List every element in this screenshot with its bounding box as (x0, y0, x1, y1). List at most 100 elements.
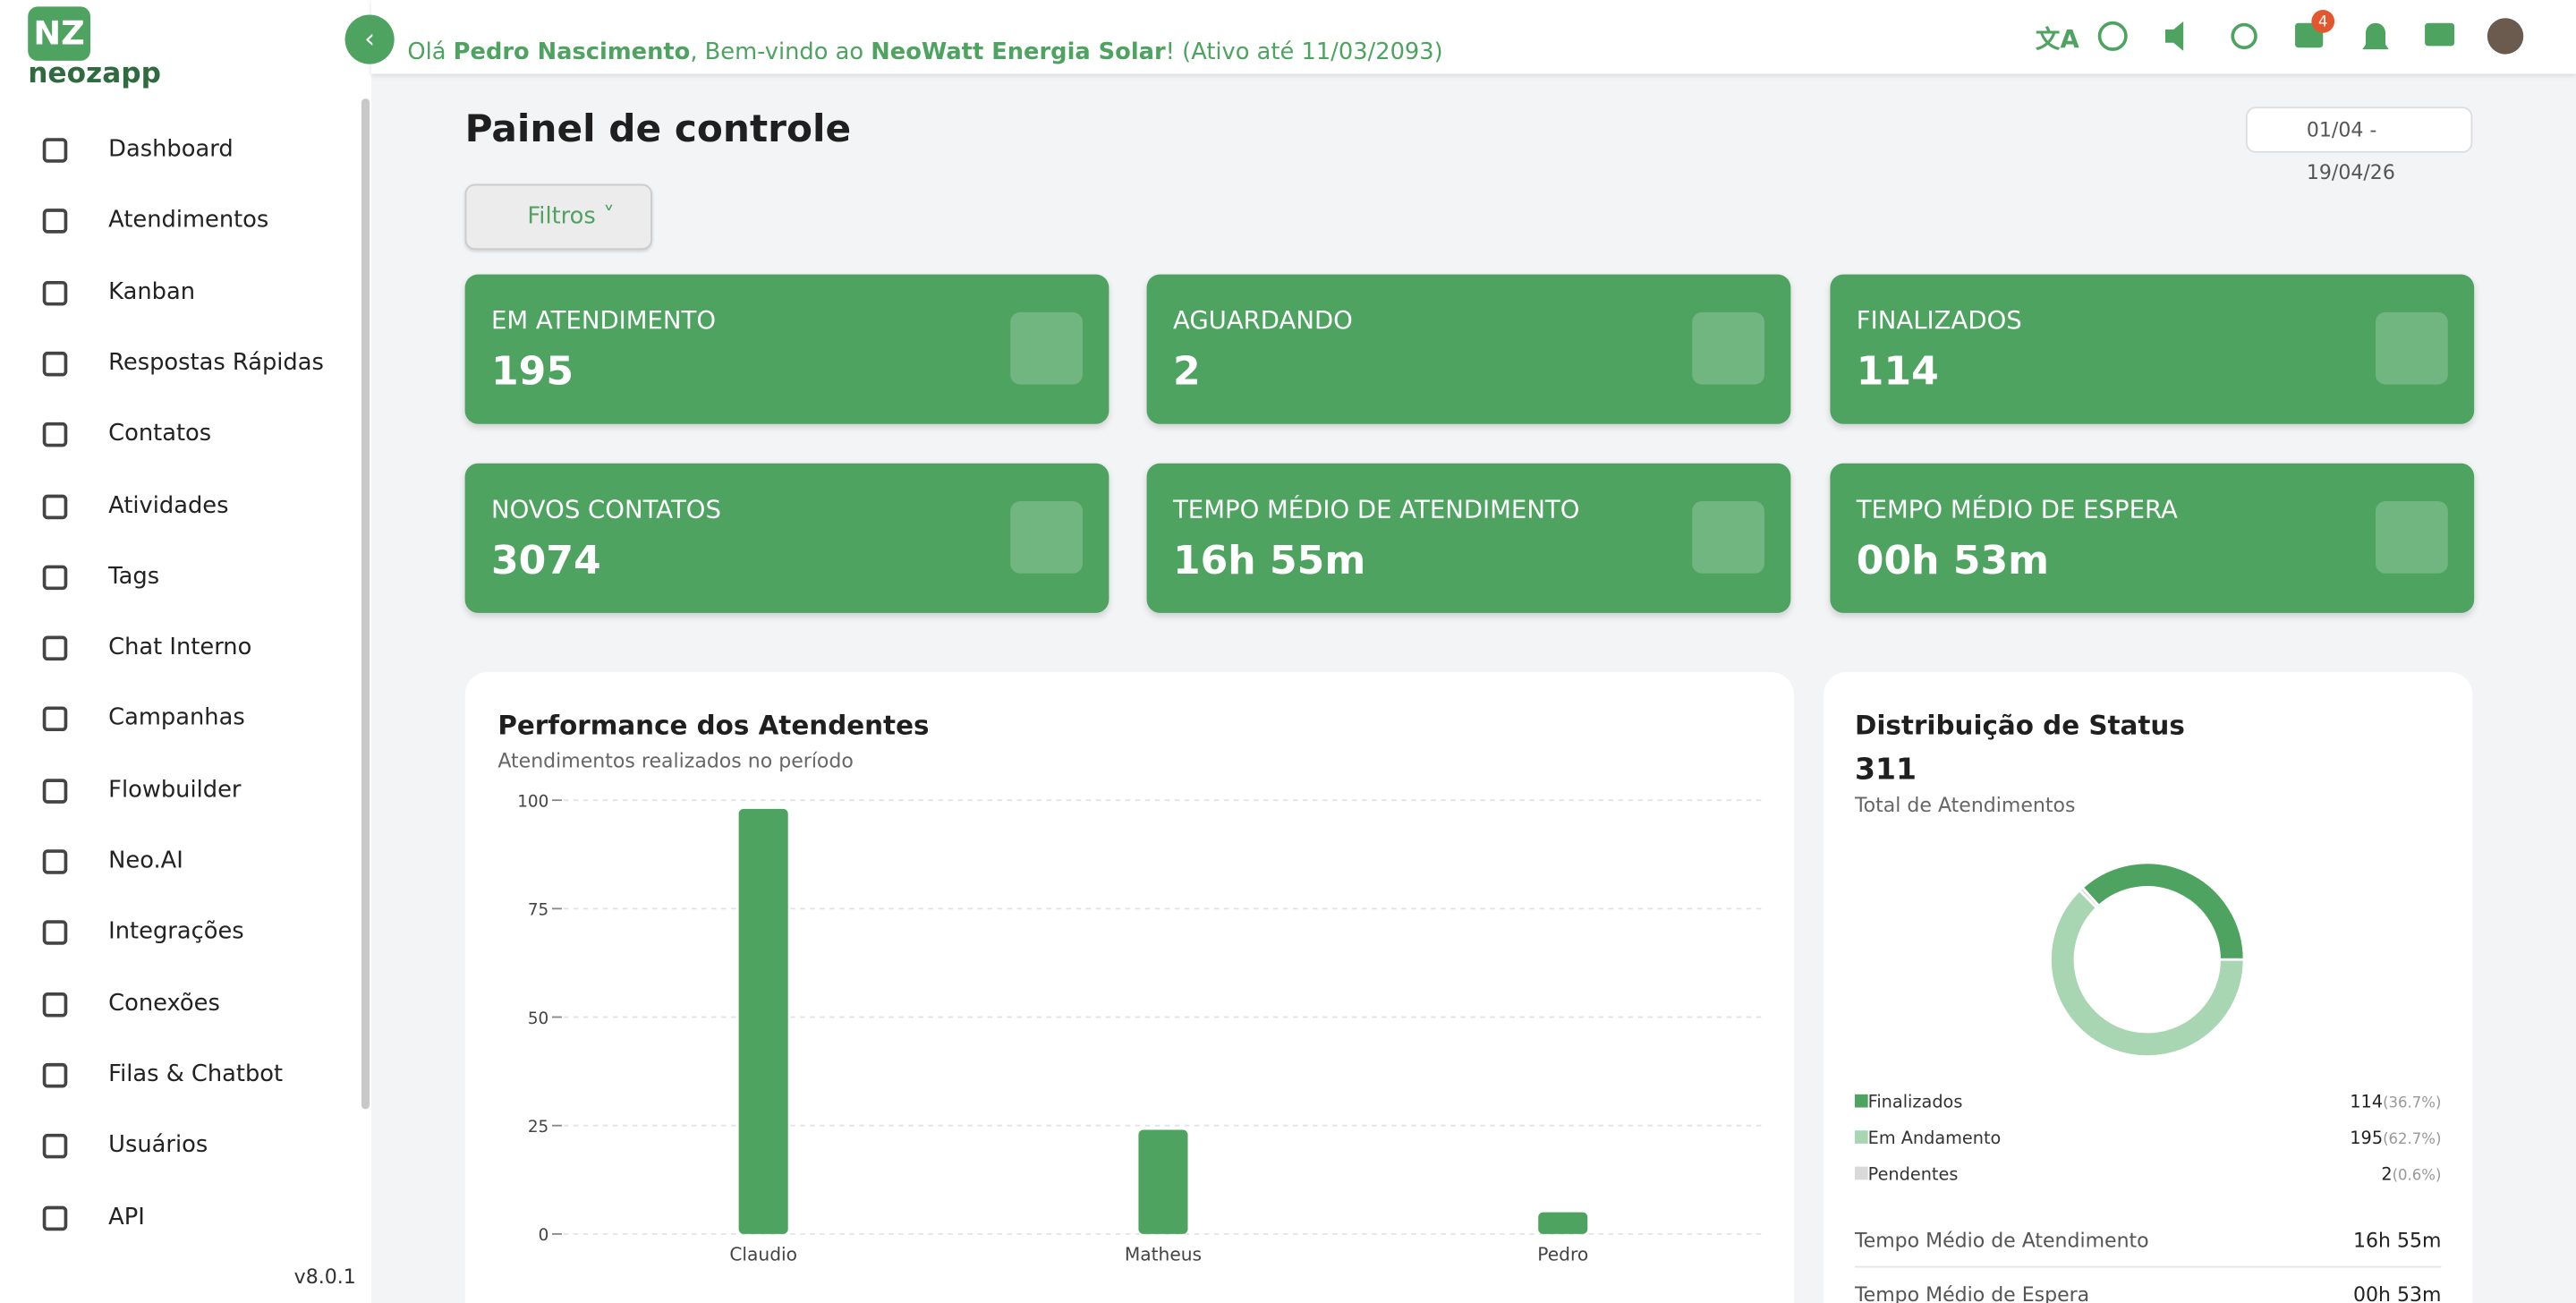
menu-item[interactable]: Usuários (108, 1132, 208, 1159)
card-icon (1010, 311, 1083, 385)
card-value: 16h 55m (1172, 537, 1366, 583)
card-icon (1692, 311, 1764, 385)
legend-swatch (1854, 1130, 1868, 1144)
donut-segment (2049, 888, 2246, 1058)
y-tick-label: 0 (539, 1226, 549, 1245)
status-total: 311 (1854, 752, 1917, 788)
status-total-label: Total de Atendimentos (1854, 793, 2076, 817)
legend-count: 114 (2350, 1092, 2383, 1112)
card-value: 195 (490, 348, 574, 395)
y-tick-label: 75 (528, 901, 548, 920)
stat-card: NOVOS CONTATOS 3074 (464, 463, 1109, 613)
menu-icon (42, 351, 68, 377)
menu-item[interactable]: Conexões (108, 990, 220, 1017)
header: Olá Pedro Nascimento, Bem-vindo ao NeoWa… (370, 0, 2576, 74)
menu-item[interactable]: Dashboard (108, 136, 234, 163)
greeting-mid: , Bem-vindo ao (690, 39, 864, 66)
menu-item[interactable]: Chat Interno (108, 634, 252, 661)
header-icons: 文A 4 (2036, 10, 2524, 55)
legend-share: (0.6%) (2393, 1166, 2442, 1183)
legend-value: 114(36.7%) (2350, 1092, 2441, 1112)
menu-item[interactable]: Filas & Chatbot (108, 1060, 284, 1088)
menu-item[interactable]: Campanhas (108, 705, 245, 732)
menu-item[interactable]: Respostas Rápidas (108, 349, 324, 377)
greeting-suffix: ! (Ativo até 11/03/2093) (1165, 39, 1443, 66)
card-label: TEMPO MÉDIO DE ESPERA (1856, 494, 2178, 524)
legend-count: 195 (2350, 1128, 2383, 1148)
menu-icon (42, 707, 68, 732)
menu-icon (42, 280, 68, 305)
performance-title: Performance dos Atendentes (497, 710, 930, 742)
legend-value: 2(0.6%) (2381, 1163, 2441, 1184)
card-label: TEMPO MÉDIO DE ATENDIMENTO (1172, 494, 1580, 524)
scrollbar[interactable] (361, 98, 370, 1110)
menu-icon (42, 565, 68, 590)
legend-share: (36.7%) (2383, 1094, 2441, 1111)
menu-icon (42, 422, 68, 447)
card-label: NOVOS CONTATOS (490, 494, 721, 524)
logo-name: neozapp (28, 57, 161, 90)
bar (738, 808, 788, 1234)
menu-icon (42, 1062, 68, 1088)
legend-label: Pendentes (1868, 1163, 1959, 1184)
stat-label: Tempo Médio de Atendimento (1854, 1231, 2149, 1253)
menu-icon (42, 1134, 68, 1159)
card-value: 00h 53m (1856, 537, 2050, 583)
greeting: Olá Pedro Nascimento, Bem-vindo ao NeoWa… (407, 39, 1442, 65)
legend-count: 2 (2381, 1163, 2392, 1184)
user: Pedro Nascimento (453, 39, 691, 66)
menu-item[interactable]: Flowbuilder (108, 776, 242, 804)
menu-item[interactable]: Contatos (108, 421, 212, 447)
legend-swatch (1854, 1166, 1868, 1180)
stat-label: Tempo Médio de Espera (1854, 1284, 2089, 1303)
legend-swatch (1854, 1094, 1868, 1108)
stat-card: TEMPO MÉDIO DE ESPERA 00h 53m (1830, 463, 2475, 613)
card-label: AGUARDANDO (1172, 305, 1353, 336)
stat-value: 16h 55m (2353, 1231, 2441, 1253)
legend-share: (62.7%) (2383, 1130, 2441, 1147)
card-value: 3074 (490, 537, 601, 583)
menu-item[interactable]: Tags (108, 563, 160, 590)
status-title: Distribuição de Status (1854, 710, 2185, 742)
menu-icon (42, 635, 68, 661)
menu-item[interactable]: API (108, 1203, 145, 1231)
menu-icon (42, 493, 68, 519)
stat-card: EM ATENDIMENTO 195 (464, 274, 1109, 424)
greeting-prefix: Olá (407, 39, 446, 66)
logo-mark: NZ (28, 6, 90, 61)
menu-icon (42, 209, 68, 234)
y-tick-label: 25 (528, 1118, 548, 1137)
card-icon (1010, 501, 1083, 574)
stat-value: 00h 53m (2353, 1284, 2441, 1303)
icons[interactable]: 文A (2036, 18, 2524, 55)
card-value: 114 (1856, 348, 1939, 395)
legend-label: Em Andamento (1868, 1128, 2002, 1148)
menu-item[interactable]: Atividades (108, 491, 229, 519)
page-title: Painel de controle (464, 108, 852, 151)
card-icon (2376, 311, 2448, 385)
x-tick-label: Claudio (729, 1243, 797, 1265)
menu-icon (42, 138, 68, 163)
back-button[interactable]: ‹ (344, 14, 395, 64)
svg-text:文A: 文A (2036, 25, 2080, 54)
menu-icon (42, 920, 68, 946)
menu-item[interactable]: Neo.AI (108, 847, 183, 874)
card-label: EM ATENDIMENTO (490, 305, 717, 336)
x-tick-label: Matheus (1125, 1243, 1202, 1265)
date-range[interactable]: 01/04 - 19/04/26 (2245, 106, 2473, 184)
card-value: 2 (1172, 348, 1201, 395)
bar (1538, 1212, 1588, 1234)
menu-item[interactable]: Kanban (108, 278, 196, 305)
stat-card: TEMPO MÉDIO DE ATENDIMENTO 16h 55m (1146, 463, 1791, 613)
menu-item[interactable]: Integrações (108, 918, 244, 946)
stat-card: FINALIZADOS 114 (1830, 274, 2475, 424)
filters-button[interactable]: Filtros ˅ (464, 183, 652, 251)
badge: 4 (2318, 13, 2328, 30)
legend-value: 195(62.7%) (2350, 1128, 2441, 1148)
performance-subtitle: Atendimentos realizados no período (497, 749, 854, 772)
status-panel: Distribuição de Status 311 Total de Aten… (1824, 671, 2473, 1303)
menu-item[interactable]: Atendimentos (108, 207, 269, 234)
